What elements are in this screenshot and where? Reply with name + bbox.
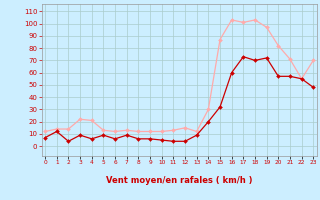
X-axis label: Vent moyen/en rafales ( km/h ): Vent moyen/en rafales ( km/h ) [106,176,252,185]
